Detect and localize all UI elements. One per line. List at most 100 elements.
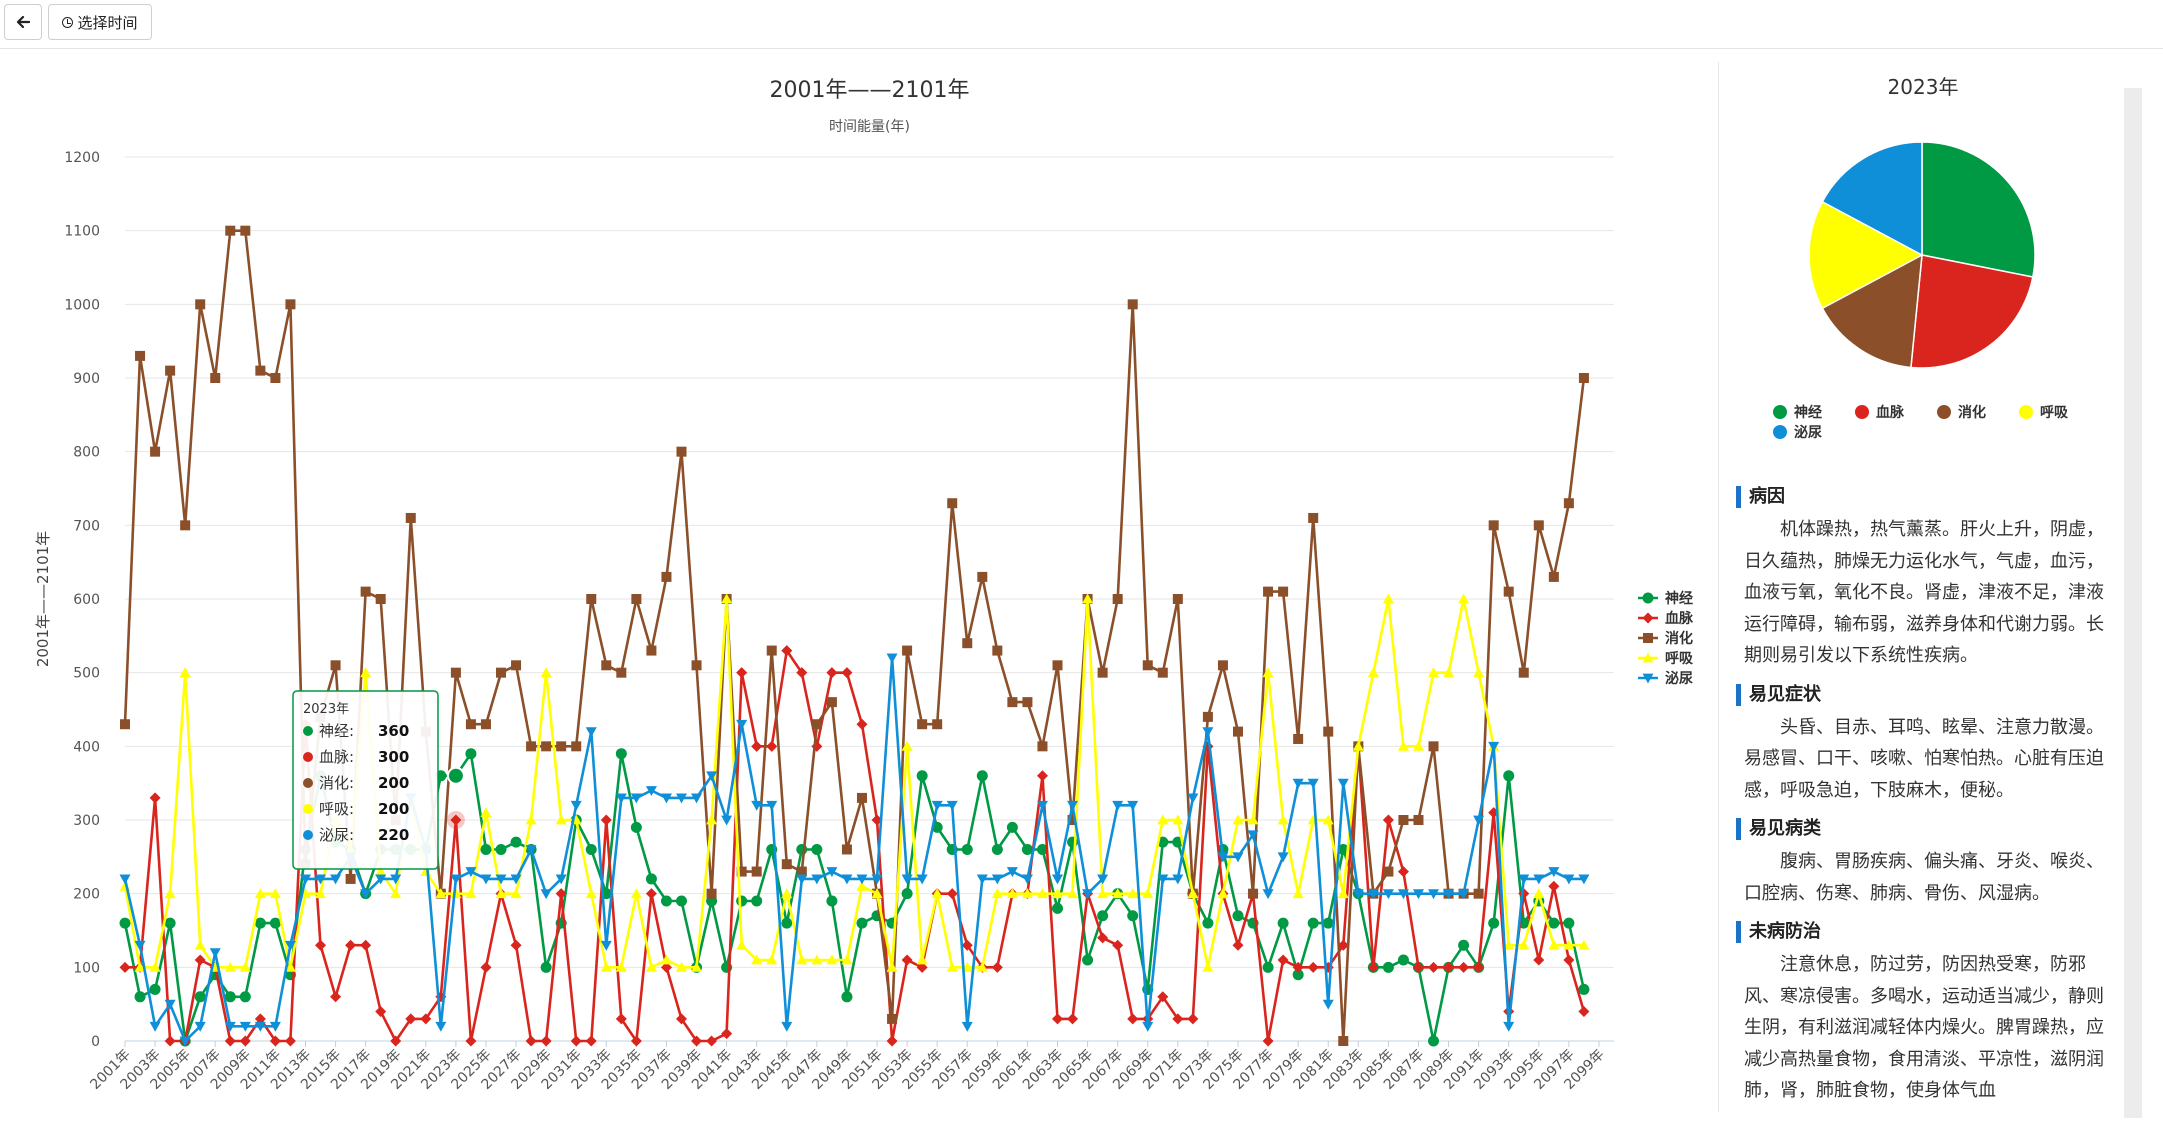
data-point [1352, 889, 1364, 900]
pie-legend-label: 泌尿 [1794, 424, 1822, 441]
data-point [525, 845, 537, 855]
data-point [811, 874, 823, 885]
data-point [570, 1035, 582, 1047]
legend-marker [1642, 612, 1654, 624]
data-point [1337, 778, 1349, 789]
scrollbar[interactable] [2124, 88, 2142, 1118]
data-point [615, 748, 627, 760]
data-point [1397, 954, 1409, 966]
data-point [1052, 888, 1064, 899]
data-point [450, 814, 462, 826]
data-point [932, 719, 943, 730]
pie-legend-label: 血脉 [1876, 404, 1905, 421]
data-point [435, 888, 447, 899]
back-button[interactable] [4, 4, 42, 40]
data-point [405, 1013, 417, 1025]
data-point [721, 815, 733, 826]
data-point [1157, 667, 1168, 678]
data-point [1382, 961, 1394, 973]
data-point [751, 800, 763, 811]
data-point [330, 991, 342, 1003]
data-point [556, 741, 567, 752]
data-point [841, 667, 853, 679]
data-point [1127, 1013, 1139, 1025]
data-point [1142, 888, 1154, 899]
data-point [691, 793, 703, 804]
data-point [315, 874, 327, 885]
data-point [360, 939, 372, 951]
data-point [134, 940, 146, 951]
data-point [480, 807, 492, 818]
data-point [541, 741, 552, 752]
data-point [239, 1021, 251, 1032]
data-point [540, 667, 552, 678]
data-point [194, 1021, 206, 1032]
data-point [630, 1035, 642, 1047]
data-point [1503, 770, 1515, 782]
data-point [1548, 917, 1560, 929]
data-point [255, 365, 266, 376]
pie-slice [1910, 254, 2034, 369]
select-time-button[interactable]: 选择时间 [48, 4, 152, 40]
data-point [315, 939, 327, 951]
info-section: 易见病类 腹病、胃肠疾病、偏头痛、牙炎、喉炎、口腔病、伤寒、肺病、骨伤、风湿病。 [1736, 818, 2114, 909]
data-point [1262, 667, 1274, 678]
data-point [1382, 889, 1394, 900]
data-point [1262, 961, 1274, 973]
data-point [660, 895, 672, 907]
data-point [149, 792, 161, 804]
data-point [480, 961, 492, 973]
tooltip-dot [303, 726, 313, 736]
data-point [826, 667, 838, 679]
data-point [1202, 917, 1214, 929]
data-point [736, 667, 748, 679]
data-point [555, 888, 567, 900]
data-point [224, 1035, 236, 1047]
data-point [916, 961, 928, 973]
data-point [630, 888, 642, 899]
highlight-point [446, 766, 465, 785]
data-point [856, 880, 868, 891]
data-point [691, 961, 703, 972]
data-point [1428, 667, 1440, 678]
data-point [1322, 814, 1334, 825]
y-tick-label: 0 [91, 1034, 100, 1050]
section-title: 病因 [1736, 486, 2114, 508]
data-point [480, 874, 492, 885]
y-tick-label: 400 [73, 739, 100, 755]
data-point [1533, 888, 1545, 899]
data-point [1518, 667, 1529, 678]
y-tick-label: 100 [73, 960, 100, 976]
data-point [1578, 373, 1589, 383]
data-point [465, 888, 477, 899]
data-point [917, 719, 928, 730]
data-point [1187, 888, 1199, 899]
data-point [1443, 667, 1455, 678]
data-point [601, 660, 612, 671]
data-point [902, 645, 913, 656]
data-point [781, 645, 793, 657]
pie-slice [1921, 141, 2036, 278]
data-point [1142, 1021, 1154, 1032]
data-point [1052, 660, 1063, 671]
data-point [886, 961, 898, 972]
data-point [826, 954, 838, 965]
data-point [1052, 1013, 1064, 1025]
data-point [1202, 727, 1214, 738]
data-point [1292, 888, 1304, 899]
data-point [1262, 1035, 1274, 1047]
data-point [1563, 917, 1575, 929]
data-point [269, 888, 281, 899]
section-title: 未病防治 [1736, 921, 2114, 943]
data-point [1293, 733, 1304, 744]
data-point [586, 594, 597, 604]
tooltip-series-name: 神经: [319, 722, 354, 740]
data-point [1232, 726, 1243, 737]
legend-label: 消化 [1665, 630, 1693, 647]
info-section: 未病防治 注意休息，防过劳，防因热受寒，防邪风、寒凉侵害。多喝水，运动适当减少，静… [1736, 921, 2114, 1107]
data-point [826, 697, 837, 708]
data-point [1006, 821, 1018, 833]
pie-legend-dot [1773, 405, 1787, 419]
data-point [164, 888, 176, 899]
data-point [585, 727, 597, 738]
